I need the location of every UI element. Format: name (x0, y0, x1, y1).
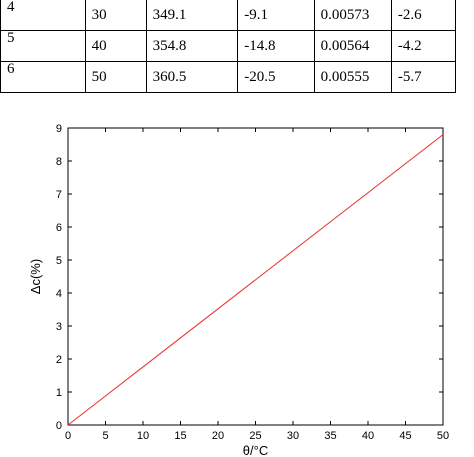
x-tick-label: 10 (137, 430, 149, 442)
table-cell: 30 (84, 0, 147, 31)
table-cell: 349.1 (145, 0, 239, 31)
series-line (67, 134, 444, 426)
table-row: 6 50 360.5 -20.5 0.00555 -5.7 (0, 61, 457, 93)
table-cell: -14.8 (237, 30, 315, 62)
y-tick-label: 4 (56, 288, 62, 300)
table-cell: -4.2 (390, 30, 457, 62)
x-tick-label: 20 (212, 430, 224, 442)
x-tick-label: 30 (287, 430, 299, 442)
row-index-cell: 5 (0, 30, 86, 62)
table-cell: 50 (84, 61, 147, 93)
y-tick-label: 6 (56, 222, 62, 234)
y-tick-label: 7 (56, 189, 62, 201)
x-tick-label: 50 (437, 430, 449, 442)
table-row: 5 40 354.8 -14.8 0.00564 -4.2 (0, 30, 457, 62)
table-cell: 360.5 (145, 61, 239, 93)
y-tick-label: 8 (56, 156, 62, 168)
x-tick-label: 25 (249, 430, 261, 442)
table-cell: -2.6 (390, 0, 457, 31)
table-cell: 40 (84, 30, 147, 62)
x-tick-label: 35 (324, 430, 336, 442)
y-tick-label: 9 (56, 123, 62, 135)
table-cell: -5.7 (390, 61, 457, 93)
plot-frame (67, 127, 444, 426)
x-axis-label: θ/°C (243, 443, 268, 457)
table-cell: -20.5 (237, 61, 315, 93)
x-tick-label: 5 (102, 430, 108, 442)
y-axis-label: Δc(%) (28, 259, 43, 294)
table-cell: 0.00555 (313, 61, 392, 93)
x-tick-label: 45 (399, 430, 411, 442)
x-tick-label: 0 (65, 430, 71, 442)
x-tick-label: 15 (174, 430, 186, 442)
table-cell: -9.1 (237, 0, 315, 31)
y-tick-label: 0 (56, 420, 62, 432)
y-tick-label: 1 (56, 387, 62, 399)
y-tick-label: 3 (56, 321, 62, 333)
table-cell: 0.00573 (313, 0, 392, 31)
table-cell: 354.8 (145, 30, 239, 62)
data-table: 4 30 349.1 -9.1 0.00573 -2.6 5 40 354.8 -14.8 0.00… (0, 0, 457, 93)
x-tick-label: 40 (362, 430, 374, 442)
y-tick-label: 2 (56, 354, 62, 366)
row-index-cell: 4 (0, 0, 86, 31)
row-index-cell: 6 (0, 61, 86, 93)
y-tick-label: 5 (56, 255, 62, 267)
table-row: 4 30 349.1 -9.1 0.00573 -2.6 (0, 0, 457, 31)
table-cell: 0.00564 (313, 30, 392, 62)
